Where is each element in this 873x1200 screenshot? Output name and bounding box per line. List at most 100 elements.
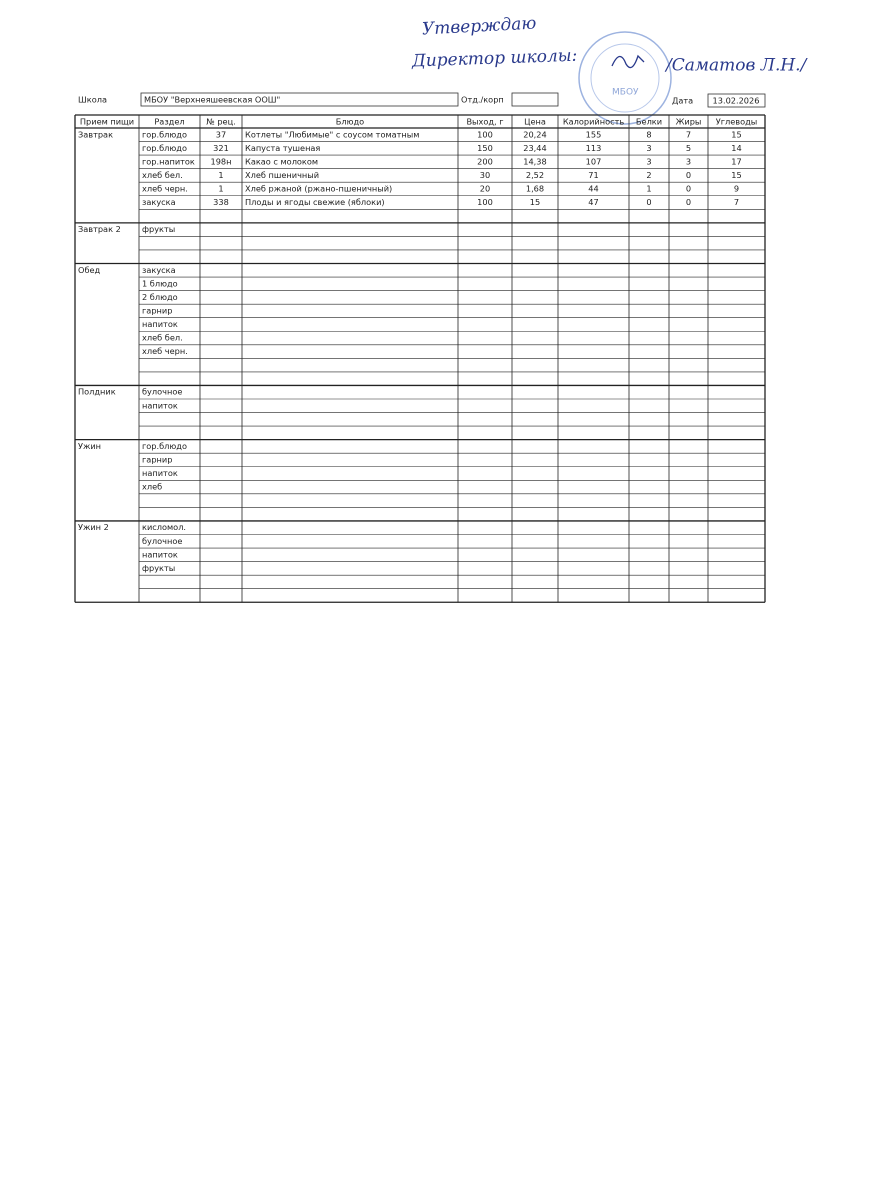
cell: 15 (530, 197, 540, 207)
cell: 0 (646, 197, 651, 207)
cell: 14 (731, 143, 741, 153)
cell: Хлеб пшеничный (245, 170, 319, 180)
section: хлеб черн. (142, 346, 188, 356)
meal-name: Ужин (78, 441, 101, 451)
stamp-text: МБОУ (612, 88, 639, 98)
section: закуска (142, 265, 176, 275)
cell: 15 (731, 170, 741, 180)
cell: 14,38 (523, 156, 546, 166)
meal-name: Обед (78, 265, 101, 275)
cell: 198н (211, 156, 232, 166)
cell: 3 (686, 156, 691, 166)
signature (611, 54, 645, 69)
section: напиток (142, 468, 178, 478)
cell: 100 (477, 129, 493, 139)
cell: 100 (477, 197, 493, 207)
column-header: Прием пищи (80, 117, 134, 127)
cell: 1,68 (526, 183, 544, 193)
school-label: Школа (78, 95, 107, 105)
date-label: Дата (672, 96, 693, 106)
meal-name: Завтрак 2 (78, 224, 121, 234)
column-header: № рец. (206, 117, 236, 127)
section: хлеб бел. (142, 333, 183, 343)
cell: 15 (731, 129, 741, 139)
approval-position: Директор школы: (411, 46, 578, 72)
column-header: Блюдо (336, 117, 364, 127)
section: хлеб (142, 482, 162, 492)
cell: 338 (213, 197, 229, 207)
column-header: Белки (636, 117, 662, 127)
cell: Котлеты "Любимые" с соусом томатным (245, 129, 419, 139)
section: кисломол. (142, 522, 186, 532)
section: булочное (142, 387, 182, 397)
cell: 0 (686, 183, 691, 193)
cell: 2 (646, 170, 651, 180)
section: гор.блюдо (142, 143, 187, 153)
section: напиток (142, 400, 178, 410)
approval-signer: /Саматов Л.Н./ (664, 56, 809, 76)
cell: 0 (686, 197, 691, 207)
stamp-inner (590, 43, 660, 113)
cell: Какао с молоком (245, 156, 318, 166)
column-header: Цена (524, 117, 546, 127)
cell: 7 (686, 129, 691, 139)
cell: 3 (646, 156, 651, 166)
cell: 20,24 (523, 129, 546, 139)
cell: 8 (646, 129, 651, 139)
approval-title: Утверждаю (421, 14, 536, 40)
section: гор.напиток (142, 156, 195, 166)
dept-box (511, 92, 559, 107)
cell: 113 (586, 143, 602, 153)
cell: 20 (480, 183, 490, 193)
cell: 2,52 (526, 170, 544, 180)
cell: 47 (588, 197, 598, 207)
cell: 37 (216, 129, 226, 139)
section: гор.блюдо (142, 441, 187, 451)
cell: 0 (686, 170, 691, 180)
cell: 1 (218, 170, 223, 180)
cell: 200 (477, 156, 493, 166)
cell: Плоды и ягоды свежие (яблоки) (245, 197, 385, 207)
meal-name: Ужин 2 (78, 522, 109, 532)
school-name: МБОУ "Верхнеяшеевская ООШ" (144, 95, 280, 105)
section: 1 блюдо (142, 278, 178, 288)
column-header: Калорийность (563, 117, 625, 127)
column-header: Выход, г (466, 117, 503, 127)
section: напиток (142, 319, 178, 329)
menu-table: Прием пищи Раздел № рец. Блюдо Выход, г Цена К… (74, 114, 766, 603)
cell: 1 (218, 183, 223, 193)
cell: 107 (586, 156, 602, 166)
cell: 155 (586, 129, 602, 139)
cell: 150 (477, 143, 493, 153)
cell: 44 (588, 183, 598, 193)
section: хлеб черн. (142, 183, 188, 193)
section: фрукты (142, 563, 175, 573)
cell: 17 (731, 156, 741, 166)
column-header: Жиры (676, 117, 702, 127)
cell: 30 (480, 170, 490, 180)
section: 2 блюдо (142, 292, 178, 302)
section: гарнир (142, 305, 172, 315)
cell: 23,44 (523, 143, 546, 153)
section: булочное (142, 536, 182, 546)
cell: 1 (646, 183, 651, 193)
section: закуска (142, 197, 176, 207)
dept-label: Отд./корп (461, 95, 504, 105)
cell: 9 (734, 183, 739, 193)
section: фрукты (142, 224, 175, 234)
meal-name: Завтрак (78, 129, 113, 139)
section: хлеб бел. (142, 170, 183, 180)
cell: Хлеб ржаной (ржано-пшеничный) (245, 183, 392, 193)
cell: 71 (588, 170, 598, 180)
section: напиток (142, 549, 178, 559)
stamp (578, 31, 672, 125)
cell: 321 (213, 143, 229, 153)
section: гор.блюдо (142, 129, 187, 139)
date: 13.02.2026 (713, 96, 760, 106)
column-header: Углеводы (716, 117, 758, 127)
school-box (140, 92, 459, 107)
column-header: Раздел (154, 117, 184, 127)
cell: 5 (686, 143, 691, 153)
